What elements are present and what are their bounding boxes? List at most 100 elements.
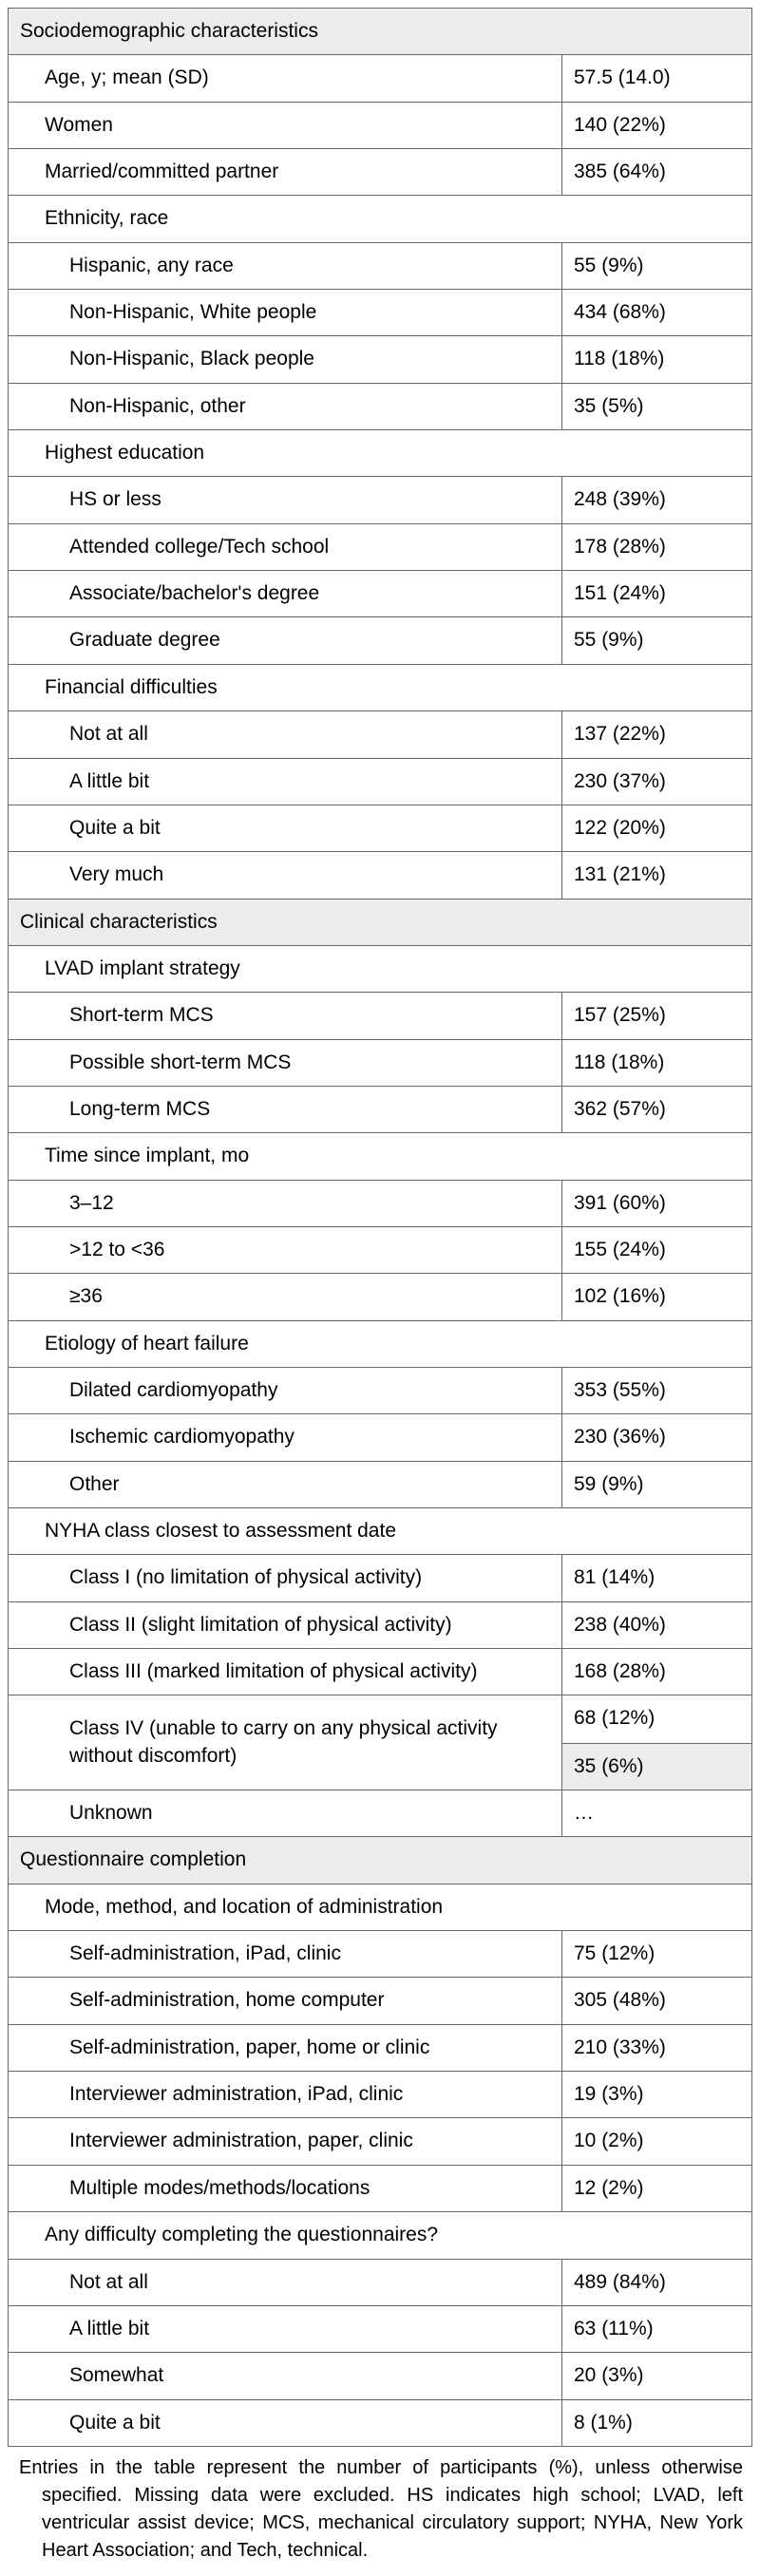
row-label: A little bit: [9, 2306, 561, 2352]
row-value: 305 (48%): [561, 1978, 751, 2023]
row-label: Short-term MCS: [9, 993, 561, 1038]
row-value: 68 (12%): [561, 1695, 751, 1742]
row-value: 20 (3%): [561, 2353, 751, 2398]
subheader-row: NYHA class closest to assessment date: [8, 1508, 752, 1555]
row-label: Non-Hispanic, other: [9, 384, 561, 429]
subheader-row: Highest education: [8, 430, 752, 477]
table-row: Self-administration, paper, home or clin…: [8, 2025, 752, 2072]
row-label: Ischemic cardiomyopathy: [9, 1414, 561, 1460]
row-label: Interviewer administration, paper, clini…: [9, 2118, 561, 2164]
table-row: Self-administration, home computer305 (4…: [8, 1978, 752, 2024]
row-value: 210 (33%): [561, 2025, 751, 2071]
row-label: Not at all: [9, 711, 561, 757]
subheader-row: Etiology of heart failure: [8, 1321, 752, 1368]
row-value: 75 (12%): [561, 1931, 751, 1977]
subheader-row: Time since implant, mo: [8, 1133, 752, 1180]
row-value: 8 (1%): [561, 2400, 751, 2446]
table-row: Unknown…: [8, 1790, 752, 1837]
table-row: Not at all489 (84%): [8, 2260, 752, 2306]
subheader-label: LVAD implant strategy: [9, 946, 751, 992]
table-row: Very much131 (21%): [8, 852, 752, 899]
table-row: Graduate degree55 (9%): [8, 617, 752, 664]
section-header-label: Clinical characteristics: [9, 900, 751, 945]
row-label: Associate/bachelor's degree: [9, 571, 561, 616]
table-row: Interviewer administration, paper, clini…: [8, 2118, 752, 2165]
row-label: Class III (marked limitation of physical…: [9, 1649, 561, 1695]
row-value: …: [561, 1790, 751, 1836]
row-value: 35 (5%): [561, 384, 751, 429]
table-footnote: Entries in the table represent the numbe…: [8, 2447, 752, 2568]
row-label: ≥36: [9, 1274, 561, 1319]
row-label: Non-Hispanic, White people: [9, 290, 561, 335]
table-row: Attended college/Tech school178 (28%): [8, 524, 752, 571]
table-row: Married/committed partner385 (64%): [8, 149, 752, 196]
table-row: Multiple modes/methods/locations12 (2%): [8, 2166, 752, 2212]
row-label: HS or less: [9, 477, 561, 522]
row-label: Women: [9, 103, 561, 148]
row-label: Multiple modes/methods/locations: [9, 2166, 561, 2211]
row-value: 57.5 (14.0): [561, 55, 751, 101]
subheader-row: LVAD implant strategy: [8, 946, 752, 993]
row-label: Self-administration, home computer: [9, 1978, 561, 2023]
table-row: 3–12391 (60%): [8, 1181, 752, 1227]
row-label: Quite a bit: [9, 2400, 561, 2446]
row-label: 3–12: [9, 1181, 561, 1226]
characteristics-table: Sociodemographic characteristicsAge, y; …: [8, 8, 752, 2447]
table-row: Quite a bit8 (1%): [8, 2400, 752, 2447]
subheader-label: Mode, method, and location of administra…: [9, 1885, 751, 1930]
row-label: Interviewer administration, iPad, clinic: [9, 2072, 561, 2117]
table-row: Hispanic, any race55 (9%): [8, 243, 752, 290]
row-label: Other: [9, 1462, 561, 1507]
row-label: Dilated cardiomyopathy: [9, 1368, 561, 1413]
row-label: Class I (no limitation of physical activ…: [9, 1555, 561, 1601]
row-value: 238 (40%): [561, 1602, 751, 1648]
subheader-label: Any difficulty completing the questionna…: [9, 2212, 751, 2258]
table-row: Somewhat20 (3%): [8, 2353, 752, 2399]
row-value: 137 (22%): [561, 711, 751, 757]
row-value: 155 (24%): [561, 1227, 751, 1273]
row-value: 131 (21%): [561, 852, 751, 898]
table-row: Other59 (9%): [8, 1462, 752, 1508]
table-row: Possible short-term MCS118 (18%): [8, 1040, 752, 1087]
row-label: Possible short-term MCS: [9, 1040, 561, 1086]
table-row: Class IV (unable to carry on any physica…: [8, 1695, 752, 1790]
row-label: Unknown: [9, 1790, 561, 1836]
row-value: 55 (9%): [561, 617, 751, 663]
row-value: 63 (11%): [561, 2306, 751, 2352]
subheader-row: Mode, method, and location of administra…: [8, 1885, 752, 1931]
table-row: Interviewer administration, iPad, clinic…: [8, 2072, 752, 2118]
table-row: Class II (slight limitation of physical …: [8, 1602, 752, 1649]
row-value: 140 (22%): [561, 103, 751, 148]
table-row: Associate/bachelor's degree151 (24%): [8, 571, 752, 617]
section-header-row: Sociodemographic characteristics: [8, 8, 752, 55]
row-label: Age, y; mean (SD): [9, 55, 561, 101]
subheader-label: Financial difficulties: [9, 665, 751, 710]
table-row: Self-administration, iPad, clinic75 (12%…: [8, 1931, 752, 1978]
row-label: Non-Hispanic, Black people: [9, 336, 561, 382]
row-value: 362 (57%): [561, 1087, 751, 1132]
row-label: Hispanic, any race: [9, 243, 561, 289]
table-row: ≥36102 (16%): [8, 1274, 752, 1320]
table-row: Short-term MCS157 (25%): [8, 993, 752, 1039]
table-row: Class III (marked limitation of physical…: [8, 1649, 752, 1695]
table-row: Class I (no limitation of physical activ…: [8, 1555, 752, 1601]
subheader-row: Ethnicity, race: [8, 196, 752, 242]
subheader-label: Highest education: [9, 430, 751, 476]
table-row: Not at all137 (22%): [8, 711, 752, 758]
subheader-label: NYHA class closest to assessment date: [9, 1508, 751, 1554]
row-label: >12 to <36: [9, 1227, 561, 1273]
row-value: 81 (14%): [561, 1555, 751, 1601]
row-value: 230 (36%): [561, 1414, 751, 1460]
section-header-label: Sociodemographic characteristics: [9, 9, 751, 54]
section-header-row: Questionnaire completion: [8, 1837, 752, 1884]
row-label: Graduate degree: [9, 617, 561, 663]
table-row: A little bit63 (11%): [8, 2306, 752, 2353]
table-row: Ischemic cardiomyopathy230 (36%): [8, 1414, 752, 1461]
section-header-label: Questionnaire completion: [9, 1837, 751, 1883]
row-value: 35 (6%): [561, 1743, 751, 1790]
row-value: 151 (24%): [561, 571, 751, 616]
row-value: 178 (28%): [561, 524, 751, 570]
row-value: 59 (9%): [561, 1462, 751, 1507]
table-row: Dilated cardiomyopathy353 (55%): [8, 1368, 752, 1414]
row-value: 12 (2%): [561, 2166, 751, 2211]
